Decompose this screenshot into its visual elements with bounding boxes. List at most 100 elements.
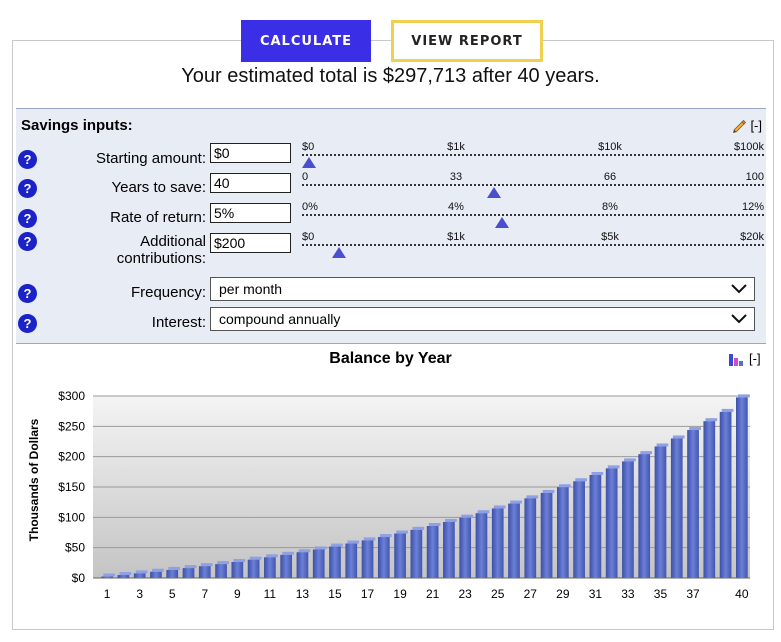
interest-select[interactable]: compound annually xyxy=(210,307,755,331)
bar-top xyxy=(233,558,246,562)
slider-track xyxy=(302,184,764,186)
bar-top xyxy=(510,500,522,504)
bar xyxy=(654,446,667,578)
bar xyxy=(719,411,732,578)
bar xyxy=(556,487,569,578)
bar xyxy=(573,481,585,578)
bar-top xyxy=(721,408,734,412)
help-interest-icon[interactable]: ? xyxy=(18,314,37,333)
x-tick-label: 9 xyxy=(234,587,241,601)
bar xyxy=(540,492,553,578)
x-tick-label: 33 xyxy=(621,587,635,601)
slider-thumb[interactable] xyxy=(494,217,509,228)
bar-top xyxy=(103,573,115,577)
x-tick-label: 1 xyxy=(104,587,111,601)
starting-amount-label: Starting amount: xyxy=(95,150,206,167)
bar-top xyxy=(672,435,685,439)
help-frequency-icon[interactable]: ? xyxy=(18,284,37,303)
bar xyxy=(394,533,406,578)
bar xyxy=(329,546,341,578)
slider-thumb[interactable] xyxy=(486,187,501,198)
view-report-button[interactable]: VIEW REPORT xyxy=(391,20,543,62)
x-tick-label: 23 xyxy=(459,587,473,601)
bar-top xyxy=(689,427,701,431)
contributions-slider[interactable]: $0 $1k $5k $20k xyxy=(302,231,764,261)
inputs-controls: [-] xyxy=(731,117,762,133)
bar-top xyxy=(607,465,620,469)
x-tick-label: 17 xyxy=(361,587,375,601)
chevron-down-icon xyxy=(731,314,747,324)
rate-of-return-input[interactable] xyxy=(210,203,291,223)
x-tick-label: 15 xyxy=(328,587,342,601)
help-contributions-icon[interactable]: ? xyxy=(18,232,37,251)
slider-thumb[interactable] xyxy=(302,157,316,168)
bar-top xyxy=(558,484,571,488)
years-to-save-label: Years to save: xyxy=(111,179,206,196)
bar-top xyxy=(152,568,164,572)
bar xyxy=(622,461,634,578)
slider-tick: 33 xyxy=(449,171,463,183)
inputs-collapse-toggle[interactable]: [-] xyxy=(750,117,762,133)
interest-value: compound annually xyxy=(219,311,341,327)
starting-amount-slider[interactable]: $0 $1k $10k $100k xyxy=(302,141,764,171)
bar-top xyxy=(200,563,213,567)
contributions-label: Additional contributions: xyxy=(117,233,206,267)
bar xyxy=(231,561,244,578)
bar-top xyxy=(135,570,148,574)
bar-top xyxy=(738,394,750,398)
bar-top xyxy=(526,495,539,499)
bar xyxy=(215,564,227,578)
x-tick-label: 3 xyxy=(136,587,143,601)
slider-tick: 100 xyxy=(745,171,764,183)
chart-controls: [-] xyxy=(728,351,761,366)
slider-tick: 8% xyxy=(602,201,618,213)
bar-top xyxy=(282,551,295,555)
bar-top xyxy=(298,549,311,553)
contributions-label-line1: Additional xyxy=(140,233,206,250)
calculate-button[interactable]: CALCULATE xyxy=(241,20,371,62)
pencil-icon[interactable] xyxy=(731,117,747,133)
x-tick-label: 40 xyxy=(735,587,749,601)
y-tick-label: $100 xyxy=(58,510,85,524)
bar xyxy=(589,474,602,578)
bar xyxy=(443,521,455,578)
slider-tick: $0 xyxy=(302,231,315,243)
bar xyxy=(150,571,162,578)
savings-inputs-panel: Savings inputs: [-] ? Starting amount: $… xyxy=(16,108,766,344)
slider-thumb[interactable] xyxy=(332,247,347,258)
slider-tick: $0 xyxy=(302,141,315,153)
frequency-select[interactable]: per month xyxy=(210,277,755,301)
rate-of-return-slider[interactable]: 0% 4% 8% 12% xyxy=(302,201,764,231)
bar-top xyxy=(477,510,490,514)
y-tick-label: $0 xyxy=(72,571,86,585)
years-to-save-slider[interactable]: 0 33 66 100 xyxy=(302,171,764,201)
bar-chart-icon[interactable] xyxy=(728,352,746,366)
bar-top xyxy=(379,534,392,538)
y-tick-label: $200 xyxy=(58,450,85,464)
x-tick-label: 25 xyxy=(491,587,505,601)
x-tick-label: 35 xyxy=(654,587,668,601)
bar-top xyxy=(119,572,132,576)
x-tick-label: 31 xyxy=(589,587,603,601)
interest-label: Interest: xyxy=(151,314,206,331)
years-to-save-input[interactable] xyxy=(210,173,291,193)
slider-tick: 12% xyxy=(741,201,764,213)
bar xyxy=(475,513,488,578)
chart-collapse-toggle[interactable]: [-] xyxy=(749,351,761,366)
bar xyxy=(264,557,276,578)
contributions-input[interactable] xyxy=(210,233,291,253)
help-rate-icon[interactable]: ? xyxy=(18,209,37,228)
bar-top xyxy=(347,540,360,544)
slider-tick: 0% xyxy=(302,201,318,213)
help-starting-amount-icon[interactable]: ? xyxy=(18,150,37,169)
bar-top xyxy=(396,530,408,534)
help-years-icon[interactable]: ? xyxy=(18,179,37,198)
bar xyxy=(296,552,309,578)
bar-top xyxy=(640,451,653,455)
y-tick-label: $250 xyxy=(58,419,85,433)
x-tick-label: 29 xyxy=(556,587,570,601)
starting-amount-input[interactable] xyxy=(210,143,291,163)
bar-top xyxy=(445,518,457,522)
bar xyxy=(703,421,716,578)
chevron-down-icon xyxy=(731,284,747,294)
